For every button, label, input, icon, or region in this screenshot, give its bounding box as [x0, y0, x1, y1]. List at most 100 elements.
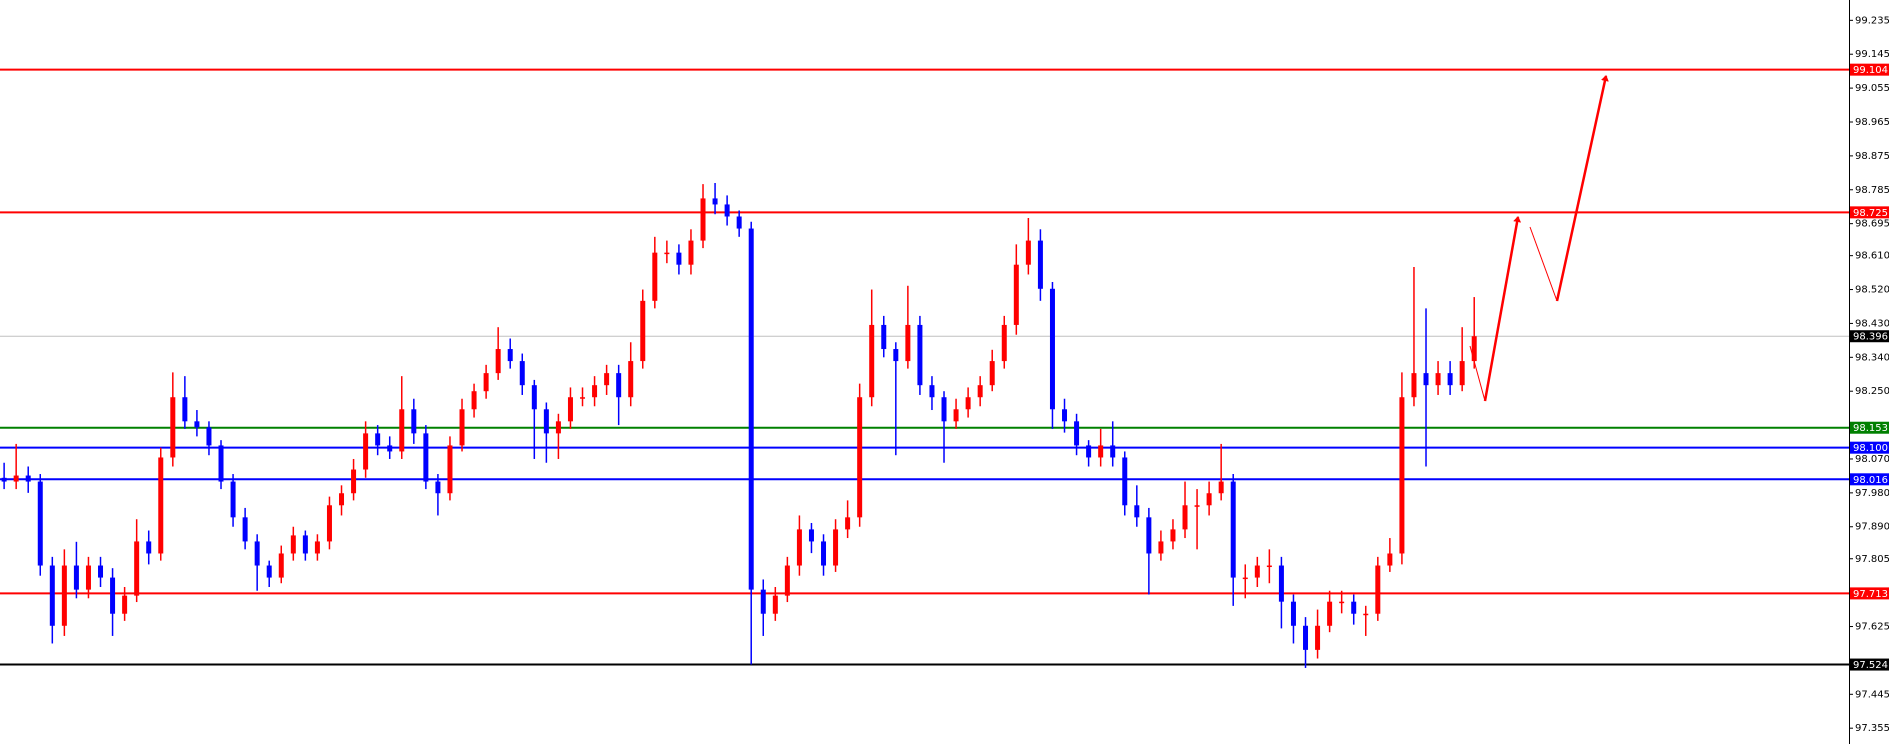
candle-body: [1290, 601, 1296, 626]
candle-body: [977, 385, 983, 398]
candle-body: [893, 349, 899, 362]
level-label: 98.100: [1853, 443, 1888, 454]
y-tick-label: 98.610: [1855, 251, 1889, 262]
y-tick-label: 99.145: [1855, 49, 1889, 60]
candle-body: [387, 445, 393, 452]
y-tick-label: 98.340: [1855, 352, 1889, 363]
candle-body: [447, 445, 453, 494]
candle-body: [1001, 324, 1007, 362]
projection-line: [1469, 345, 1486, 402]
candle-body: [1158, 541, 1164, 554]
candle-body: [1062, 409, 1068, 422]
y-tick-label: 97.355: [1855, 723, 1889, 734]
candle-body: [640, 300, 646, 362]
candle-body: [1303, 625, 1309, 650]
candle-body: [278, 553, 284, 578]
candle-body: [25, 475, 31, 482]
candle-body: [652, 252, 658, 301]
level-label: 98.725: [1853, 208, 1888, 219]
candle-body: [399, 409, 405, 452]
candle-body: [1182, 505, 1188, 530]
candle-body: [73, 565, 79, 590]
projection-arrows: [1469, 75, 1609, 402]
projection-arrow: [1483, 216, 1522, 402]
candle-body: [1447, 373, 1453, 386]
candle-body: [1218, 481, 1224, 494]
y-tick-label: 98.695: [1855, 219, 1889, 230]
candle-body: [375, 433, 381, 446]
candle-body: [1037, 240, 1043, 289]
candle-body: [507, 349, 513, 362]
candle-body: [302, 535, 308, 554]
candle-body: [314, 541, 320, 554]
y-tick-label: 98.250: [1855, 386, 1889, 397]
level-label: 97.524: [1853, 660, 1888, 671]
y-tick-label: 97.890: [1855, 522, 1889, 533]
candle-body: [929, 385, 935, 398]
y-tick-label: 97.805: [1855, 554, 1889, 565]
y-tick-label: 98.965: [1855, 117, 1889, 128]
candle-body: [1230, 481, 1236, 578]
candle-body: [98, 565, 104, 578]
candle-body: [1435, 373, 1441, 386]
candle-body: [206, 427, 212, 446]
y-tick-label: 98.875: [1855, 151, 1889, 162]
level-label: 99.104: [1853, 65, 1888, 76]
y-tick-label: 99.055: [1855, 83, 1889, 94]
candle-body: [1339, 601, 1345, 604]
candle-body: [1194, 505, 1200, 507]
candle-body: [1471, 336, 1477, 362]
level-label: 98.396: [1853, 332, 1888, 343]
candle-body: [736, 216, 742, 229]
level-label: 98.016: [1853, 475, 1888, 486]
candle-body: [110, 577, 116, 614]
candle-body: [483, 373, 489, 392]
candle-body: [61, 565, 67, 626]
candle-body: [363, 433, 369, 470]
candle-body: [290, 535, 296, 554]
candle-body: [941, 397, 947, 422]
candle-body: [748, 228, 754, 590]
level-tag: [1850, 63, 1889, 76]
candle-body: [700, 198, 706, 241]
candle-body: [13, 475, 19, 482]
y-tick-label: 98.070: [1855, 454, 1889, 465]
candle-body: [1170, 529, 1176, 542]
level-tag: [1850, 441, 1889, 454]
candle-body: [688, 240, 694, 265]
y-tick-label: 98.430: [1855, 318, 1889, 329]
candle-body: [567, 397, 573, 422]
candle-body: [881, 324, 887, 350]
y-tick-label: 97.445: [1855, 689, 1889, 700]
candle-body: [230, 481, 236, 518]
candle-body: [616, 373, 622, 398]
level-tag: [1850, 587, 1889, 600]
candle-body: [1, 477, 7, 482]
candle-body: [905, 324, 911, 362]
candle-body: [857, 397, 863, 518]
candle-body: [760, 589, 766, 614]
candle-body: [1411, 373, 1417, 398]
candle-body: [664, 252, 670, 255]
levels: [0, 68, 1849, 666]
candle-body: [122, 595, 128, 614]
candle-body: [218, 445, 224, 482]
candle-body: [170, 397, 176, 458]
candle-body: [1098, 445, 1104, 458]
candle-body: [1351, 601, 1357, 614]
candle-body: [1134, 505, 1140, 518]
candle-body: [519, 361, 525, 386]
candle-body: [869, 324, 875, 398]
candle-body: [724, 204, 730, 217]
candle-body: [1074, 421, 1080, 446]
candle-body: [1146, 517, 1152, 554]
candle-body: [37, 481, 43, 566]
level-label: 98.153: [1853, 423, 1888, 434]
candle-body: [580, 397, 586, 399]
candle-body: [628, 361, 634, 398]
candle-body: [1375, 565, 1381, 614]
candle-body: [339, 493, 345, 506]
candle-body: [49, 565, 55, 626]
y-tick-label: 99.235: [1855, 15, 1889, 26]
